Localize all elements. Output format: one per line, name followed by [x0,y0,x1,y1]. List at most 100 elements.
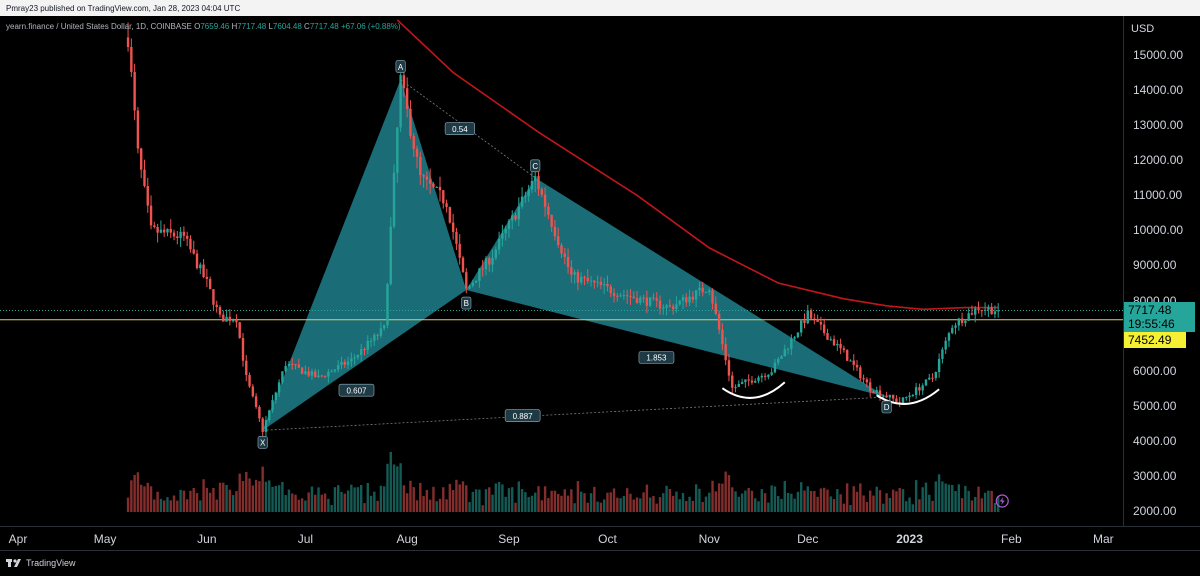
candle [208,276,212,290]
candle-body [448,207,452,223]
candle [419,151,422,185]
volume-bar [412,487,415,512]
candle [146,177,149,213]
candle [790,334,793,356]
candle [409,100,412,139]
price-axis[interactable] [1123,16,1200,526]
candle [658,295,662,315]
candle [540,187,543,198]
lightning-icon[interactable] [995,494,1009,508]
legend-low-value: 7604.48 [272,22,302,31]
candle [245,355,248,382]
volume-bar [908,497,911,512]
candle-body [688,296,691,303]
candle-body [616,295,619,297]
candle [816,314,819,322]
candle-body [520,196,524,207]
volume-bar [586,502,589,512]
candle [527,184,530,202]
candle-body [625,295,629,297]
candle-body [359,349,363,355]
candle-body [665,305,668,308]
volume-bar [895,491,898,512]
candle-body [960,318,964,324]
candle [570,260,573,283]
candle-body [780,356,783,359]
candle-body [809,310,813,319]
candle-body [511,215,514,221]
volume-bar [685,500,688,512]
candle [648,296,652,308]
candle [727,353,731,382]
volume-bar [494,483,498,512]
candle-body [435,186,438,188]
candle-body [258,406,261,419]
volume-bar [970,500,974,512]
volume-bar [891,489,895,512]
time-tick-label: Aug [396,532,418,546]
candle-body [849,360,852,362]
volume-bar [465,485,468,512]
candle-body [307,371,310,376]
candle-body [451,222,455,232]
candle-body [179,231,182,239]
candle [662,304,665,315]
candle [678,299,681,306]
chart-area[interactable]: X A B C D 0.54 0.607 1.853 0.887 [0,16,1123,526]
time-axis[interactable] [0,526,1200,550]
volume-bar [576,481,580,512]
candle [343,359,346,369]
candle-body [609,286,612,294]
volume-bar [248,478,251,512]
candle [550,214,553,232]
candle-body [527,189,530,197]
volume-bar [882,503,885,512]
volume-bar [655,503,658,512]
candle [373,332,376,346]
candle-body [432,183,435,188]
candle [934,371,938,381]
candle-body [635,298,639,303]
candle [291,357,294,370]
tradingview-logo[interactable]: TradingView [6,558,76,568]
candle [740,378,744,385]
candle [908,392,911,402]
candle [997,303,1000,318]
candle-body [941,349,944,359]
point-label-x: X [257,436,268,449]
pattern-triangle-bcd [466,177,887,397]
volume-bar [192,487,195,512]
candle [724,337,727,366]
volume-bar [780,498,783,512]
candle-body [832,339,836,346]
volume-bar [793,498,796,512]
volume-bar [737,496,741,512]
volume-bar [599,502,603,512]
candle-body [458,243,461,258]
volume-bar [839,494,842,512]
volume-bar [264,481,268,512]
candle-body [754,380,757,383]
price-chart[interactable]: X A B C D 0.54 0.607 1.853 0.887 [0,16,1123,526]
candle-body [839,343,842,349]
volume-bar [878,490,882,512]
candle-body [619,295,622,297]
volume-bar [488,487,491,512]
volume-bar [432,486,435,512]
candle [760,373,764,383]
candle-body [271,400,274,411]
candle-body [908,395,911,398]
volume-bar [560,495,563,512]
volume-bar [616,497,619,512]
candle [731,371,734,393]
candle-body [691,296,695,300]
candle [845,349,849,362]
candle-body [235,320,238,323]
candle-body [678,300,681,305]
candle [471,279,475,288]
candle-body [612,293,616,296]
candle [688,289,691,307]
volume-bar [527,497,530,512]
candle-body [727,360,731,376]
candle [763,373,767,381]
